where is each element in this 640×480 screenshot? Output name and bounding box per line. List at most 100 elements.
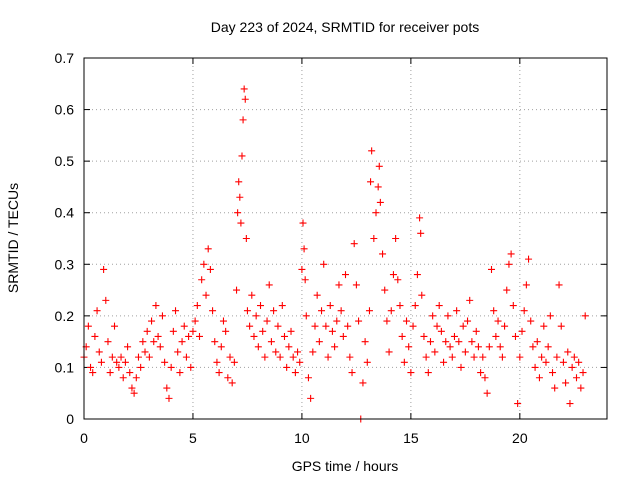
data-point: [111, 322, 119, 330]
data-point: [328, 327, 336, 335]
data-point: [209, 307, 217, 315]
data-point: [296, 358, 304, 366]
data-point: [431, 348, 439, 356]
data-point: [189, 327, 197, 335]
data-point: [496, 343, 504, 351]
data-point: [483, 389, 491, 397]
data-point: [359, 379, 367, 387]
data-points: [80, 85, 589, 423]
y-tick-label: 0.1: [55, 359, 75, 375]
data-point: [130, 389, 138, 397]
data-point: [299, 219, 307, 227]
data-point: [379, 250, 387, 258]
data-point: [420, 332, 428, 340]
data-point: [193, 302, 201, 310]
data-point: [124, 343, 132, 351]
data-point: [518, 327, 526, 335]
data-point: [298, 265, 306, 273]
data-point: [407, 369, 415, 377]
data-point: [577, 384, 585, 392]
data-point: [437, 327, 445, 335]
data-point: [331, 343, 339, 351]
data-point: [95, 348, 103, 356]
data-point: [339, 332, 347, 340]
data-point: [417, 229, 425, 237]
data-point: [243, 307, 251, 315]
data-point: [137, 363, 145, 371]
data-point: [352, 281, 360, 289]
data-point: [538, 353, 546, 361]
data-point: [422, 353, 430, 361]
data-point: [481, 374, 489, 382]
data-point: [572, 374, 580, 382]
data-point: [383, 317, 391, 325]
data-point: [309, 348, 317, 356]
data-point: [492, 332, 500, 340]
data-point: [381, 286, 389, 294]
data-point: [389, 271, 397, 279]
data-point: [320, 260, 328, 268]
data-point: [126, 369, 134, 377]
data-point: [457, 363, 465, 371]
data-point: [217, 343, 225, 351]
data-point: [440, 358, 448, 366]
data-point: [300, 245, 308, 253]
data-point: [555, 281, 563, 289]
data-point: [335, 281, 343, 289]
data-point: [322, 322, 330, 330]
data-point: [294, 348, 302, 356]
data-point: [285, 343, 293, 351]
data-point: [215, 369, 223, 377]
data-point: [267, 338, 275, 346]
data-point: [143, 327, 151, 335]
data-point: [394, 276, 402, 284]
data-point: [559, 358, 567, 366]
data-point: [200, 260, 208, 268]
data-point: [411, 302, 419, 310]
data-point: [403, 317, 411, 325]
data-point: [172, 307, 180, 315]
data-point: [132, 374, 140, 382]
data-point: [490, 307, 498, 315]
data-point: [350, 240, 358, 248]
data-point: [361, 338, 369, 346]
y-tick-labels: 0 0.1 0.2 0.3 0.4 0.5 0.6 0.7: [55, 50, 75, 427]
data-point: [429, 312, 437, 320]
data-point: [570, 353, 578, 361]
data-point: [466, 296, 474, 304]
data-point: [191, 317, 199, 325]
data-point: [91, 332, 99, 340]
data-point: [219, 317, 227, 325]
data-point: [505, 260, 513, 268]
data-point: [222, 327, 230, 335]
data-point: [470, 353, 478, 361]
data-point: [93, 307, 101, 315]
y-axis-title: SRMTID / TECUs: [5, 183, 21, 293]
x-tick-label: 20: [512, 430, 528, 446]
data-point: [418, 291, 426, 299]
data-point: [400, 358, 408, 366]
data-point: [581, 312, 589, 320]
data-point: [230, 358, 238, 366]
data-point: [337, 307, 345, 315]
data-point: [104, 338, 112, 346]
data-point: [376, 198, 384, 206]
data-point: [326, 302, 334, 310]
data-point: [501, 322, 509, 330]
data-point: [150, 338, 158, 346]
data-point: [234, 209, 242, 217]
data-point: [367, 178, 375, 186]
y-tick-label: 0.4: [55, 205, 75, 221]
data-point: [398, 332, 406, 340]
data-point: [187, 363, 195, 371]
data-point: [237, 219, 245, 227]
data-point: [238, 152, 246, 160]
data-point: [433, 322, 441, 330]
data-point: [287, 327, 295, 335]
data-point: [274, 322, 282, 330]
data-point: [139, 338, 147, 346]
data-point: [348, 369, 356, 377]
data-point: [161, 358, 169, 366]
x-axis-title: GPS time / hours: [292, 458, 399, 474]
data-point: [516, 353, 524, 361]
